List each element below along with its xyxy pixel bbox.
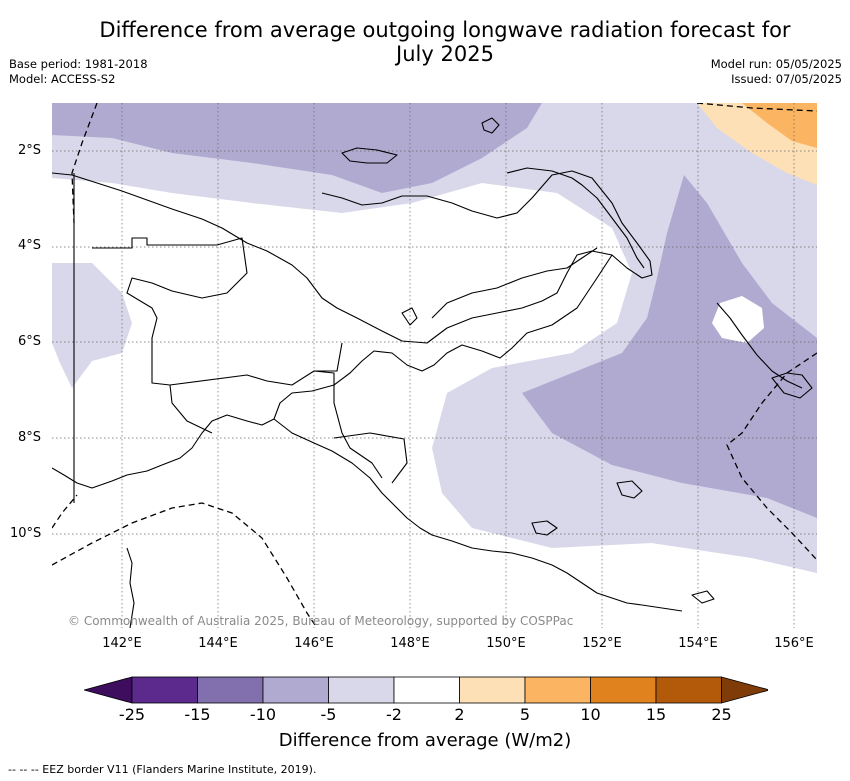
title-line-2: July 2025 xyxy=(396,42,494,66)
lat-label-8s: 8°S xyxy=(18,430,42,445)
lon-label-146e: 146°E xyxy=(294,636,334,651)
issued-date: Issued: 07/05/2025 xyxy=(731,72,842,86)
new-guinea-coast xyxy=(52,170,653,489)
anomaly-band-white-pocket xyxy=(712,296,764,343)
graticule xyxy=(52,103,817,628)
colorbar-segment xyxy=(328,676,395,704)
eez-border-southwest xyxy=(52,494,78,529)
province-border-4 xyxy=(333,432,408,484)
island-bougainville xyxy=(716,302,803,389)
colorbar-segment xyxy=(131,676,198,704)
island-new-britain xyxy=(431,247,598,319)
meta-left: Base period: 1981-2018 Model: ACCESS-S2 xyxy=(9,57,148,87)
colorbar xyxy=(82,675,772,709)
title-line-1: Difference from average outgoing longwav… xyxy=(99,18,791,42)
colorbar-segment xyxy=(655,676,722,704)
anomaly-band-light-west xyxy=(52,263,132,388)
island-new-ireland xyxy=(506,167,645,269)
colorbar-tick-label: 10 xyxy=(580,705,601,724)
colorbar-svg xyxy=(82,676,772,704)
colorbar-tick-label: -10 xyxy=(249,705,277,724)
model-name: Model: ACCESS-S2 xyxy=(9,72,116,86)
map-svg xyxy=(52,103,817,628)
colorbar-segment xyxy=(590,676,657,704)
colorbar-segment xyxy=(524,676,591,704)
lon-label-144e: 144°E xyxy=(198,636,238,651)
lon-label-148e: 148°E xyxy=(390,636,430,651)
colorbar-tick-label: -5 xyxy=(320,705,337,724)
island-manus xyxy=(341,147,398,164)
lat-label-6s: 6°S xyxy=(18,334,42,349)
colorbar-tick-label: -2 xyxy=(386,705,402,724)
eez-border-northeast xyxy=(696,103,817,112)
lon-label-156e: 156°E xyxy=(774,636,814,651)
gulf-coast-east xyxy=(273,418,683,612)
colorbar-tick-label: 25 xyxy=(711,705,732,724)
eez-border-east xyxy=(726,352,817,561)
anomaly-band-medium-east xyxy=(522,175,817,518)
colorbar-tick-label: 5 xyxy=(519,705,531,724)
colorbar-tick-label: -15 xyxy=(184,705,211,724)
colorbar-extend-low xyxy=(82,676,133,704)
province-border-1 xyxy=(92,237,343,386)
colorbar-tick-label: 15 xyxy=(645,705,667,724)
colorbar-title: Difference from average (W/m2) xyxy=(278,730,572,751)
colorbar-segment xyxy=(262,676,329,704)
lat-label-4s: 4°S xyxy=(18,238,42,253)
copyright-credit: © Commonwealth of Australia 2025, Bureau… xyxy=(68,614,574,628)
island-east-1 xyxy=(771,372,813,399)
anomaly-band-medium-north xyxy=(52,103,542,193)
model-run: Model run: 05/05/2025 xyxy=(710,57,842,71)
colorbar-tick-label: 2 xyxy=(454,705,465,724)
lon-label-142e: 142°E xyxy=(102,636,142,651)
colorbar-segment xyxy=(459,676,526,704)
province-border-2 xyxy=(169,384,213,434)
eez-borders xyxy=(52,103,817,628)
island-southeast-2 xyxy=(691,590,715,604)
base-period: Base period: 1981-2018 xyxy=(9,57,148,71)
island-d-entrecasteaux xyxy=(531,520,558,536)
map-panel xyxy=(52,103,817,628)
island-small-1 xyxy=(481,117,500,134)
eez-footnote: -- -- -- EEZ border V11 (Flanders Marine… xyxy=(8,763,317,776)
coastlines xyxy=(52,117,813,628)
colorbar-segment xyxy=(197,676,264,704)
eez-border-northwest xyxy=(71,103,98,224)
lon-label-150e: 150°E xyxy=(486,636,526,651)
colorbar-segment xyxy=(393,676,460,704)
lat-label-10s: 10°S xyxy=(10,526,42,541)
meta-right: Model run: 05/05/2025 Issued: 07/05/2025 xyxy=(711,57,842,87)
lon-label-152e: 152°E xyxy=(582,636,622,651)
colorbar-tick-label: -25 xyxy=(118,705,146,724)
lon-label-154e: 154°E xyxy=(678,636,718,651)
eez-border-south xyxy=(52,502,318,628)
island-southeast-1 xyxy=(616,480,643,499)
island-east-2 xyxy=(401,307,418,326)
australia-cape-york xyxy=(126,547,135,628)
anomaly-positive-medium xyxy=(742,103,817,148)
map-title: Difference from average outgoing longwav… xyxy=(90,18,800,66)
province-border-3 xyxy=(313,370,383,479)
colorbar-extend-high xyxy=(721,676,772,704)
lat-label-2s: 2°S xyxy=(18,143,42,158)
